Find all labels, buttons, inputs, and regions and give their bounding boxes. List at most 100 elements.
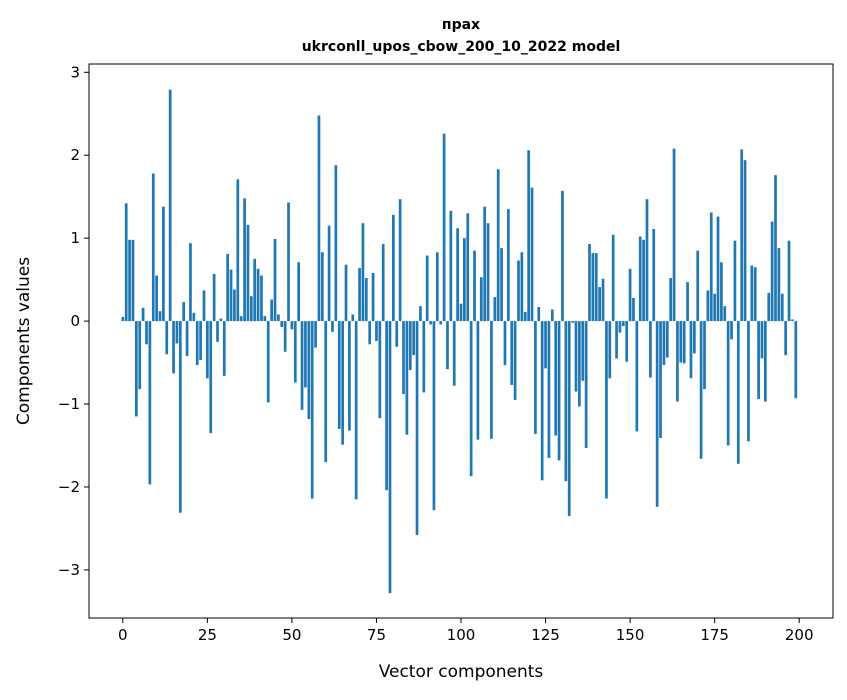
bar-135: [578, 321, 581, 407]
bar-30: [222, 321, 226, 376]
bar-171: [699, 321, 703, 459]
bar-49: [287, 202, 290, 322]
bar-103: [469, 321, 473, 477]
bar-90: [425, 255, 429, 322]
bar-91: [429, 321, 432, 325]
bar-0: [121, 316, 125, 322]
x-tick-label: 175: [700, 626, 729, 644]
bar-150: [628, 268, 632, 322]
bar-198: [791, 319, 794, 322]
bar-185: [747, 321, 750, 442]
bar-11: [158, 311, 162, 322]
bar-120: [527, 150, 530, 322]
bar-36: [243, 198, 246, 322]
bar-88: [419, 306, 422, 322]
bar-42: [263, 316, 267, 322]
bar-21: [192, 312, 196, 322]
bar-180: [730, 321, 733, 340]
bar-155: [645, 199, 649, 322]
bar-25: [206, 321, 209, 379]
y-axis-ticks: −3 −2 −1 0 1 2 3: [58, 63, 89, 579]
y-tick-label: −1: [58, 395, 80, 413]
bar-146: [615, 321, 618, 359]
bar-106: [479, 277, 483, 322]
bar-195: [780, 293, 784, 322]
bar-133: [571, 321, 574, 323]
bar-129: [557, 321, 561, 461]
x-axis-ticks: 0 25 50 75 100 125 150 175 200: [118, 618, 814, 644]
bar-136: [581, 321, 585, 381]
y-tick-label: −2: [58, 478, 80, 496]
bar-6: [141, 307, 145, 322]
bar-128: [554, 321, 558, 436]
y-tick-label: 1: [70, 229, 80, 247]
bar-175: [713, 293, 716, 322]
bar-48: [283, 321, 287, 352]
bar-62: [331, 321, 334, 332]
bars-group: [121, 89, 798, 594]
bar-121: [530, 187, 534, 322]
bar-75: [375, 321, 378, 341]
bar-72: [364, 277, 368, 322]
bar-46: [277, 314, 280, 322]
bar-3: [131, 239, 135, 322]
bar-67: [348, 321, 351, 431]
bar-156: [649, 321, 652, 378]
bar-184: [743, 160, 747, 322]
bar-80: [392, 214, 395, 322]
bar-95: [442, 133, 446, 322]
bar-101: [463, 238, 466, 322]
bar-153: [638, 236, 642, 322]
x-tick-label: 200: [785, 626, 814, 644]
bar-37: [246, 224, 250, 322]
bar-86: [412, 321, 416, 356]
bar-167: [686, 282, 689, 322]
bar-149: [625, 321, 629, 362]
bar-98: [452, 321, 456, 386]
bar-96: [446, 321, 449, 370]
x-axis-label: Vector components: [379, 662, 544, 682]
bar-110: [493, 297, 497, 322]
bar-29: [219, 318, 223, 322]
bar-165: [679, 321, 683, 363]
bar-77: [381, 243, 385, 322]
bar-97: [449, 210, 453, 322]
y-tick-label: −3: [58, 561, 80, 579]
bar-138: [588, 243, 591, 322]
bar-199: [794, 321, 798, 399]
bar-39: [253, 258, 257, 322]
bar-15: [172, 321, 175, 374]
bar-176: [716, 216, 720, 322]
bar-73: [368, 321, 372, 345]
bar-172: [703, 321, 706, 390]
bar-130: [561, 190, 564, 322]
bar-181: [733, 240, 737, 322]
bar-137: [584, 321, 588, 448]
bar-14: [168, 89, 172, 322]
bar-162: [669, 277, 673, 322]
bar-71: [361, 223, 365, 322]
bar-68: [351, 314, 355, 322]
bar-194: [777, 248, 781, 322]
bar-69: [354, 321, 358, 500]
bar-53: [300, 321, 304, 410]
bar-169: [692, 321, 696, 354]
bar-35: [239, 316, 243, 322]
bar-118: [520, 252, 524, 322]
bar-168: [689, 321, 693, 379]
bar-83: [402, 321, 405, 395]
bar-144: [608, 321, 612, 379]
bar-158: [655, 321, 659, 507]
bar-115: [510, 321, 514, 385]
bar-183: [740, 149, 744, 322]
bar-161: [665, 321, 669, 358]
bar-63: [334, 165, 338, 322]
bar-82: [398, 199, 402, 322]
bar-170: [696, 250, 700, 322]
bar-142: [601, 278, 605, 322]
bar-190: [764, 321, 767, 402]
bar-7: [145, 321, 148, 345]
bar-112: [500, 248, 503, 322]
bar-105: [476, 321, 480, 440]
bar-100: [459, 303, 463, 322]
